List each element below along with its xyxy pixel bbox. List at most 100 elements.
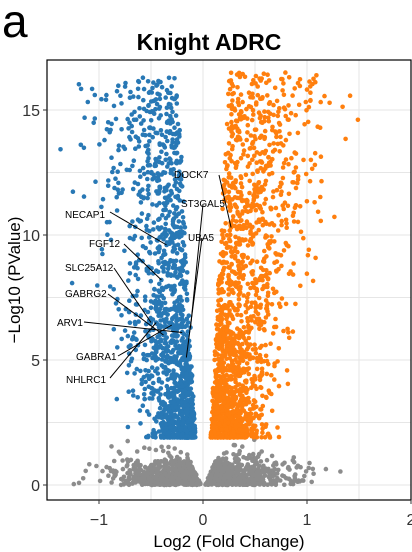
data-point-down-regulated <box>102 137 107 143</box>
data-point-up-regulated <box>286 191 292 197</box>
data-point-up-regulated <box>332 214 337 220</box>
data-point-not-significant <box>150 470 156 476</box>
data-point-down-regulated <box>165 164 170 169</box>
x-tick-label: 0 <box>199 512 208 529</box>
data-point-up-regulated <box>227 308 232 313</box>
data-point-up-regulated <box>276 109 281 115</box>
data-point-down-regulated <box>148 373 154 378</box>
data-point-up-regulated <box>297 83 303 89</box>
data-point-down-regulated <box>173 131 178 137</box>
data-point-down-regulated <box>178 363 183 369</box>
data-point-up-regulated <box>248 304 254 310</box>
data-point-up-regulated <box>222 349 228 355</box>
data-point-down-regulated <box>167 156 172 161</box>
data-point-down-regulated <box>115 345 120 350</box>
data-point-up-regulated <box>216 302 221 308</box>
data-point-up-regulated <box>224 280 230 286</box>
data-point-down-regulated <box>184 361 189 366</box>
data-point-down-regulated <box>124 370 130 376</box>
data-point-up-regulated <box>290 93 295 98</box>
data-point-up-regulated <box>239 319 244 324</box>
data-point-not-significant <box>251 472 256 478</box>
data-point-up-regulated <box>239 253 245 258</box>
data-point-not-significant <box>295 479 301 484</box>
data-point-up-regulated <box>226 171 232 176</box>
data-point-up-regulated <box>223 240 229 246</box>
data-point-up-regulated <box>288 110 294 116</box>
data-point-down-regulated <box>127 320 133 326</box>
data-point-up-regulated <box>298 283 303 289</box>
data-point-up-regulated <box>227 435 233 440</box>
data-point-up-regulated <box>215 435 220 440</box>
data-point-up-regulated <box>296 102 302 108</box>
data-point-down-regulated <box>163 157 168 163</box>
data-point-up-regulated <box>249 325 254 331</box>
data-point-down-regulated <box>171 371 176 376</box>
data-point-down-regulated <box>180 384 185 389</box>
data-point-up-regulated <box>257 326 262 332</box>
data-point-up-regulated <box>237 411 242 416</box>
gene-label: NECAP1 <box>65 210 105 221</box>
data-point-down-regulated <box>176 219 182 224</box>
data-point-up-regulated <box>239 175 244 181</box>
data-point-up-regulated <box>304 199 310 204</box>
data-point-down-regulated <box>140 165 146 171</box>
data-point-not-significant <box>211 479 216 485</box>
data-point-up-regulated <box>250 141 255 146</box>
gene-label-leaders <box>83 174 232 379</box>
data-point-up-regulated <box>253 423 258 429</box>
data-point-not-significant <box>221 451 227 456</box>
data-point-up-regulated <box>246 418 251 424</box>
data-point-down-regulated <box>127 95 133 100</box>
data-point-up-regulated <box>241 293 246 298</box>
data-point-down-regulated <box>85 99 91 105</box>
data-point-up-regulated <box>224 327 229 333</box>
data-point-down-regulated <box>99 204 104 210</box>
data-point-up-regulated <box>265 72 270 77</box>
gene-label: FGF12 <box>89 239 121 250</box>
data-point-down-regulated <box>106 178 111 183</box>
data-point-up-regulated <box>286 75 292 80</box>
data-point-up-regulated <box>253 292 259 298</box>
data-point-up-regulated <box>260 393 265 399</box>
data-point-not-significant <box>234 464 240 470</box>
data-point-down-regulated <box>132 233 138 239</box>
data-point-up-regulated <box>248 314 254 320</box>
data-point-up-regulated <box>254 289 260 294</box>
data-point-up-regulated <box>237 242 243 247</box>
data-point-down-regulated <box>147 228 152 234</box>
data-point-not-significant <box>126 475 132 480</box>
data-point-up-regulated <box>270 124 275 130</box>
data-point-not-significant <box>142 481 147 487</box>
data-point-not-significant <box>161 459 166 465</box>
data-point-down-regulated <box>157 200 162 206</box>
data-point-down-regulated <box>154 101 160 107</box>
data-point-not-significant <box>185 461 191 467</box>
data-point-up-regulated <box>238 218 243 224</box>
data-point-not-significant <box>166 444 171 450</box>
data-point-down-regulated <box>95 283 100 288</box>
data-point-up-regulated <box>240 428 246 434</box>
data-point-up-regulated <box>266 115 271 121</box>
data-point-up-regulated <box>245 316 250 321</box>
data-point-up-regulated <box>227 300 232 305</box>
data-point-down-regulated <box>142 396 147 402</box>
data-point-up-regulated <box>226 91 231 97</box>
data-point-down-regulated <box>119 101 124 106</box>
data-point-down-regulated <box>177 169 182 174</box>
data-point-not-significant <box>170 462 175 467</box>
data-point-up-regulated <box>210 389 216 395</box>
data-point-up-regulated <box>253 73 259 79</box>
data-point-down-regulated <box>129 356 135 362</box>
data-point-down-regulated <box>148 118 154 123</box>
data-point-down-regulated <box>159 357 165 362</box>
data-point-up-regulated <box>241 148 247 153</box>
data-point-down-regulated <box>168 399 173 405</box>
data-point-down-regulated <box>70 189 76 194</box>
data-point-down-regulated <box>138 121 144 126</box>
data-point-up-regulated <box>230 361 235 366</box>
data-point-up-regulated <box>233 165 239 170</box>
data-point-down-regulated <box>185 329 191 334</box>
data-point-down-regulated <box>148 278 154 284</box>
data-point-up-regulated <box>237 116 243 121</box>
